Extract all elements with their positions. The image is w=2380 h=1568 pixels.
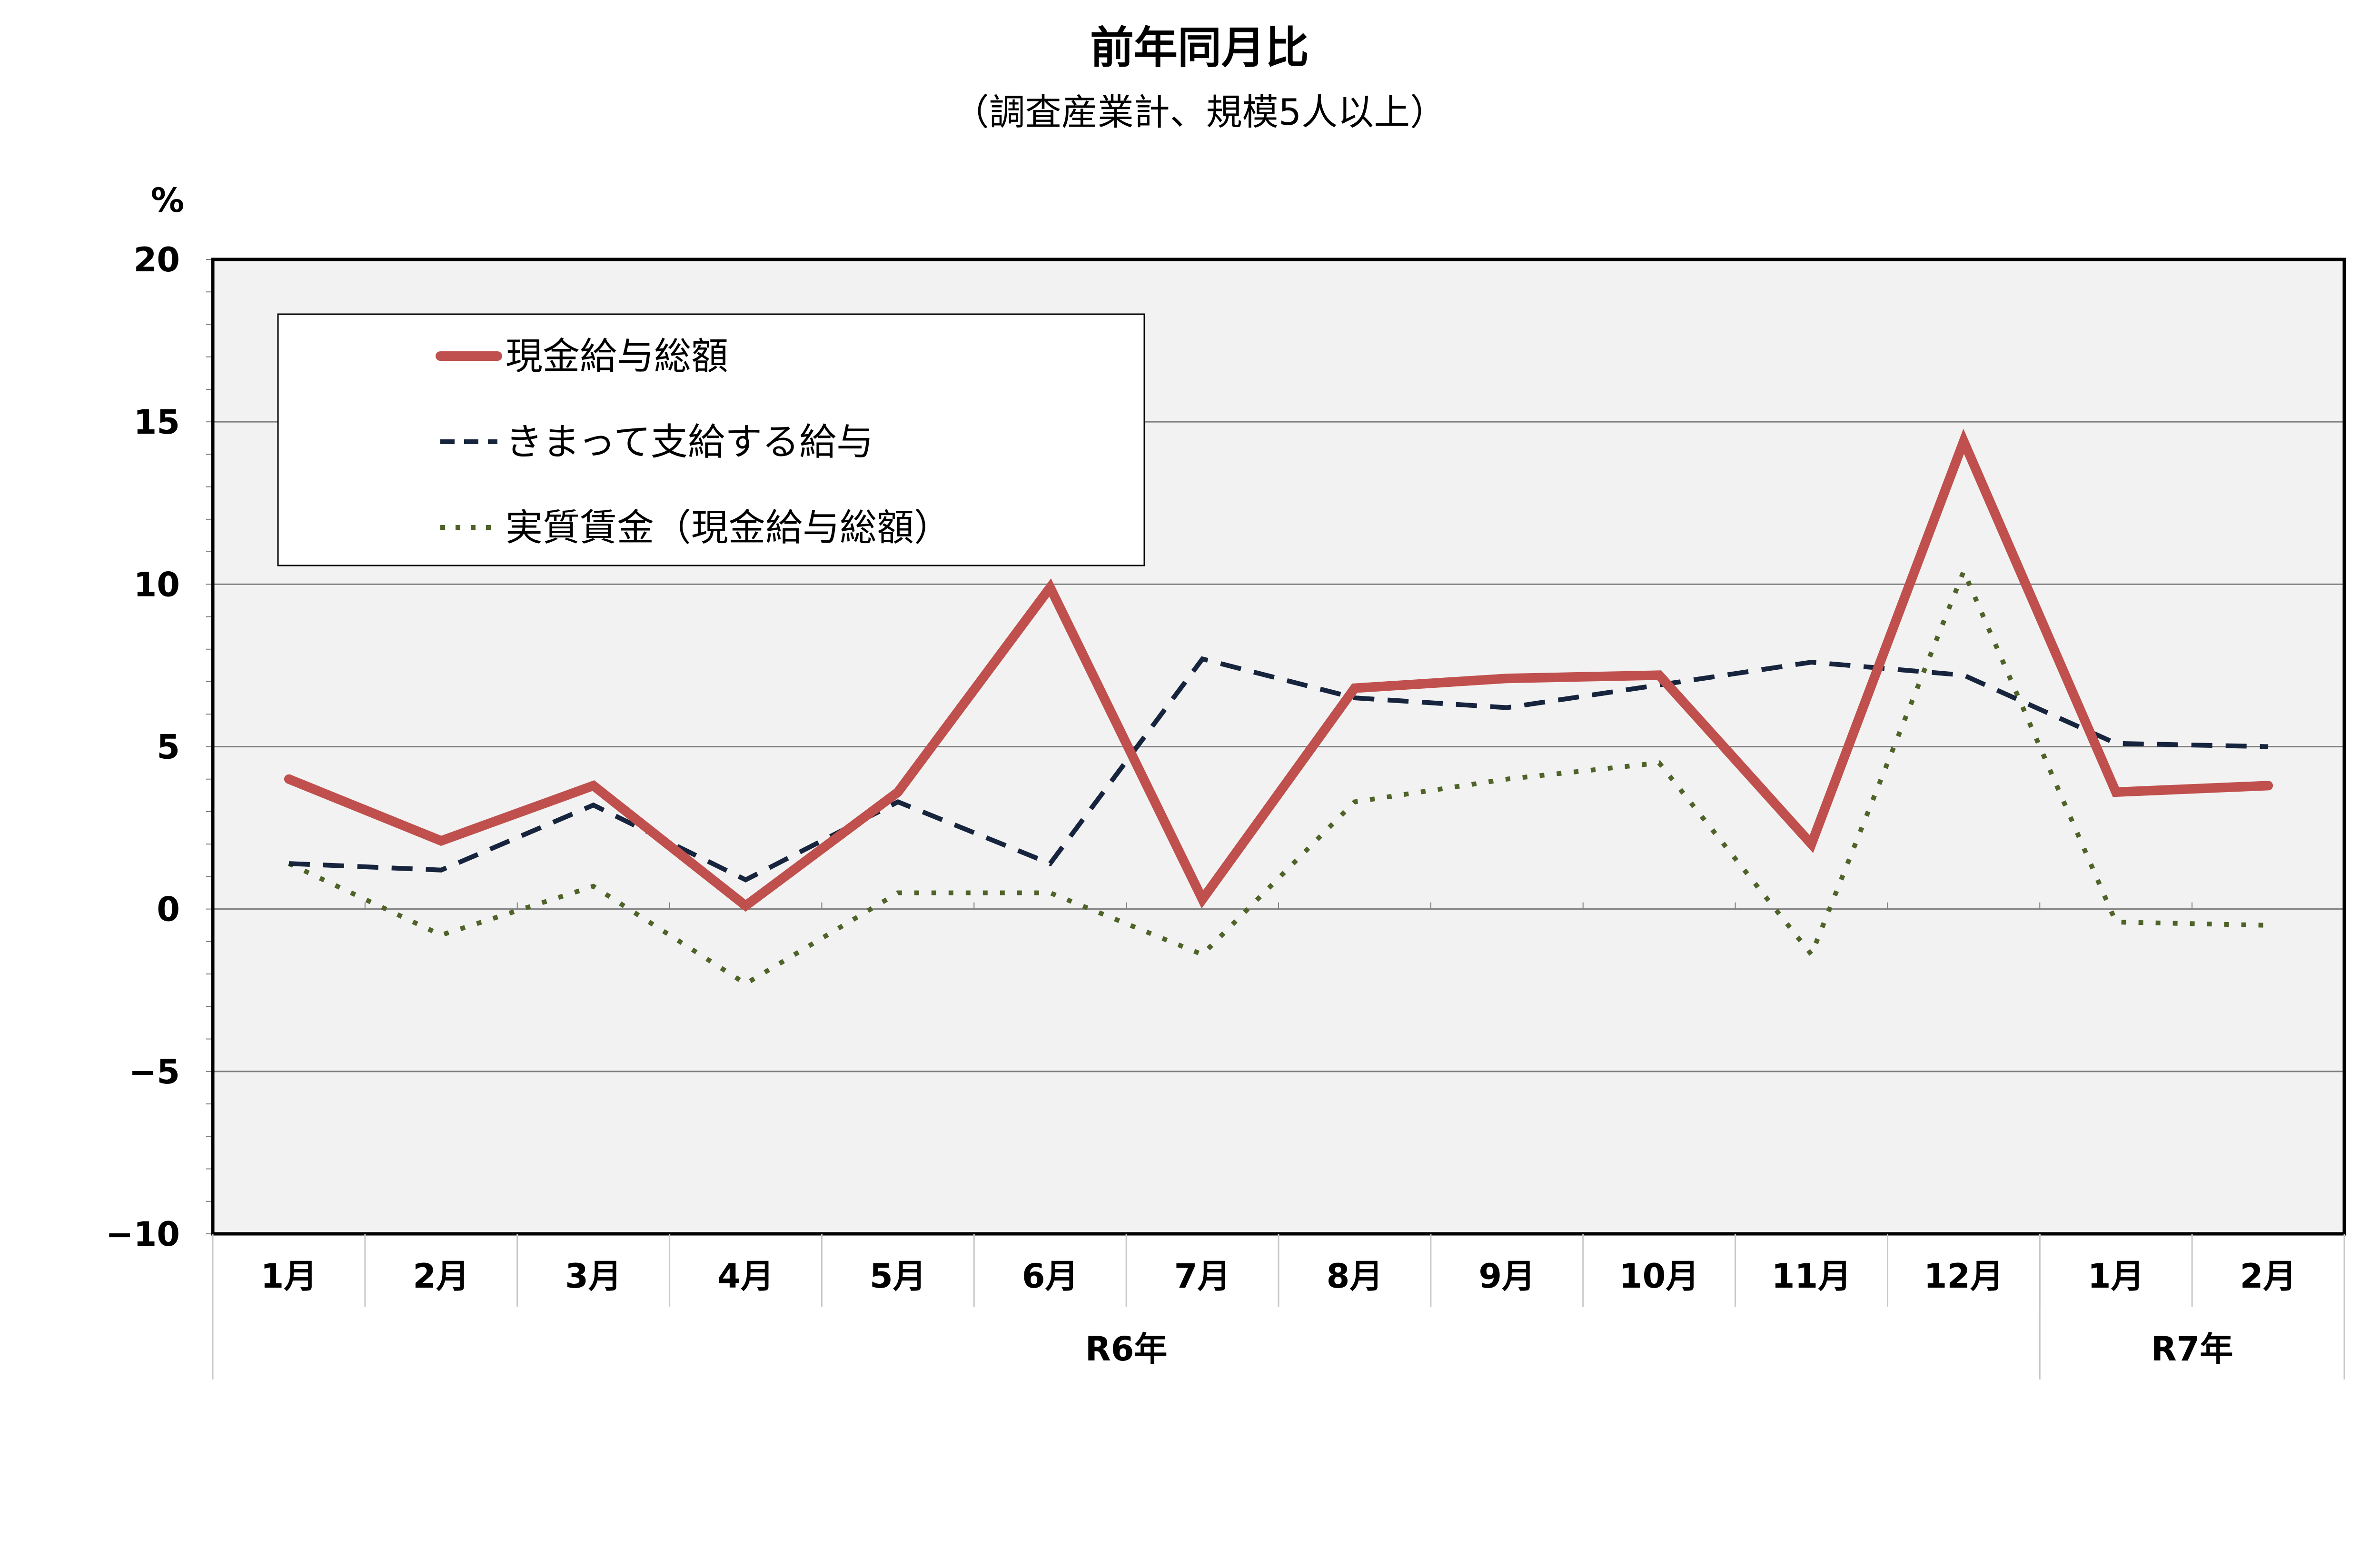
y-tick-label: 10 [134, 565, 180, 604]
x-tick-label: 2月 [413, 1257, 469, 1296]
y-tick-label: 20 [134, 240, 180, 279]
x-tick-label: 9月 [1478, 1257, 1535, 1296]
year-group-label: R6年 [1085, 1330, 1168, 1369]
series-line-1 [284, 428, 2273, 912]
x-tick-label: 1月 [2088, 1257, 2144, 1296]
y-tick-label: 15 [134, 403, 180, 442]
x-tick-label: 4月 [717, 1257, 774, 1296]
x-tick-label: 5月 [870, 1257, 926, 1296]
series-line-2 [288, 656, 2269, 883]
y-tick-label: −5 [129, 1052, 180, 1092]
x-tick-label: 1月 [261, 1257, 317, 1296]
x-tick-label: 11月 [1772, 1257, 1851, 1296]
x-tick-label: 6月 [1022, 1257, 1079, 1296]
y-tick-label: −10 [106, 1215, 180, 1254]
x-tick-label: 7月 [1174, 1257, 1231, 1296]
x-tick-label: 8月 [1327, 1257, 1383, 1296]
y-tick-label: 5 [157, 728, 180, 767]
x-tick-label: 3月 [565, 1257, 622, 1296]
legend-label-1: 現金給与総額 [506, 335, 728, 378]
chart-subtitle: （調査産業計、規模5人以上） [953, 91, 1446, 133]
legend-label-2: きまって支給する給与 [506, 421, 873, 464]
year-group-label: R7年 [2151, 1330, 2233, 1369]
y-tick-label: 0 [157, 890, 180, 929]
legend-label-3: 実質賃金（現金給与総額） [506, 506, 951, 549]
y-axis-unit-label: % [151, 181, 184, 220]
chart-title: 前年同月比 [1090, 22, 1309, 73]
x-tick-label: 2月 [2240, 1257, 2297, 1296]
x-tick-label: 10月 [1619, 1257, 1699, 1296]
x-tick-label: 12月 [1924, 1257, 2003, 1296]
legend-box [277, 313, 1145, 566]
